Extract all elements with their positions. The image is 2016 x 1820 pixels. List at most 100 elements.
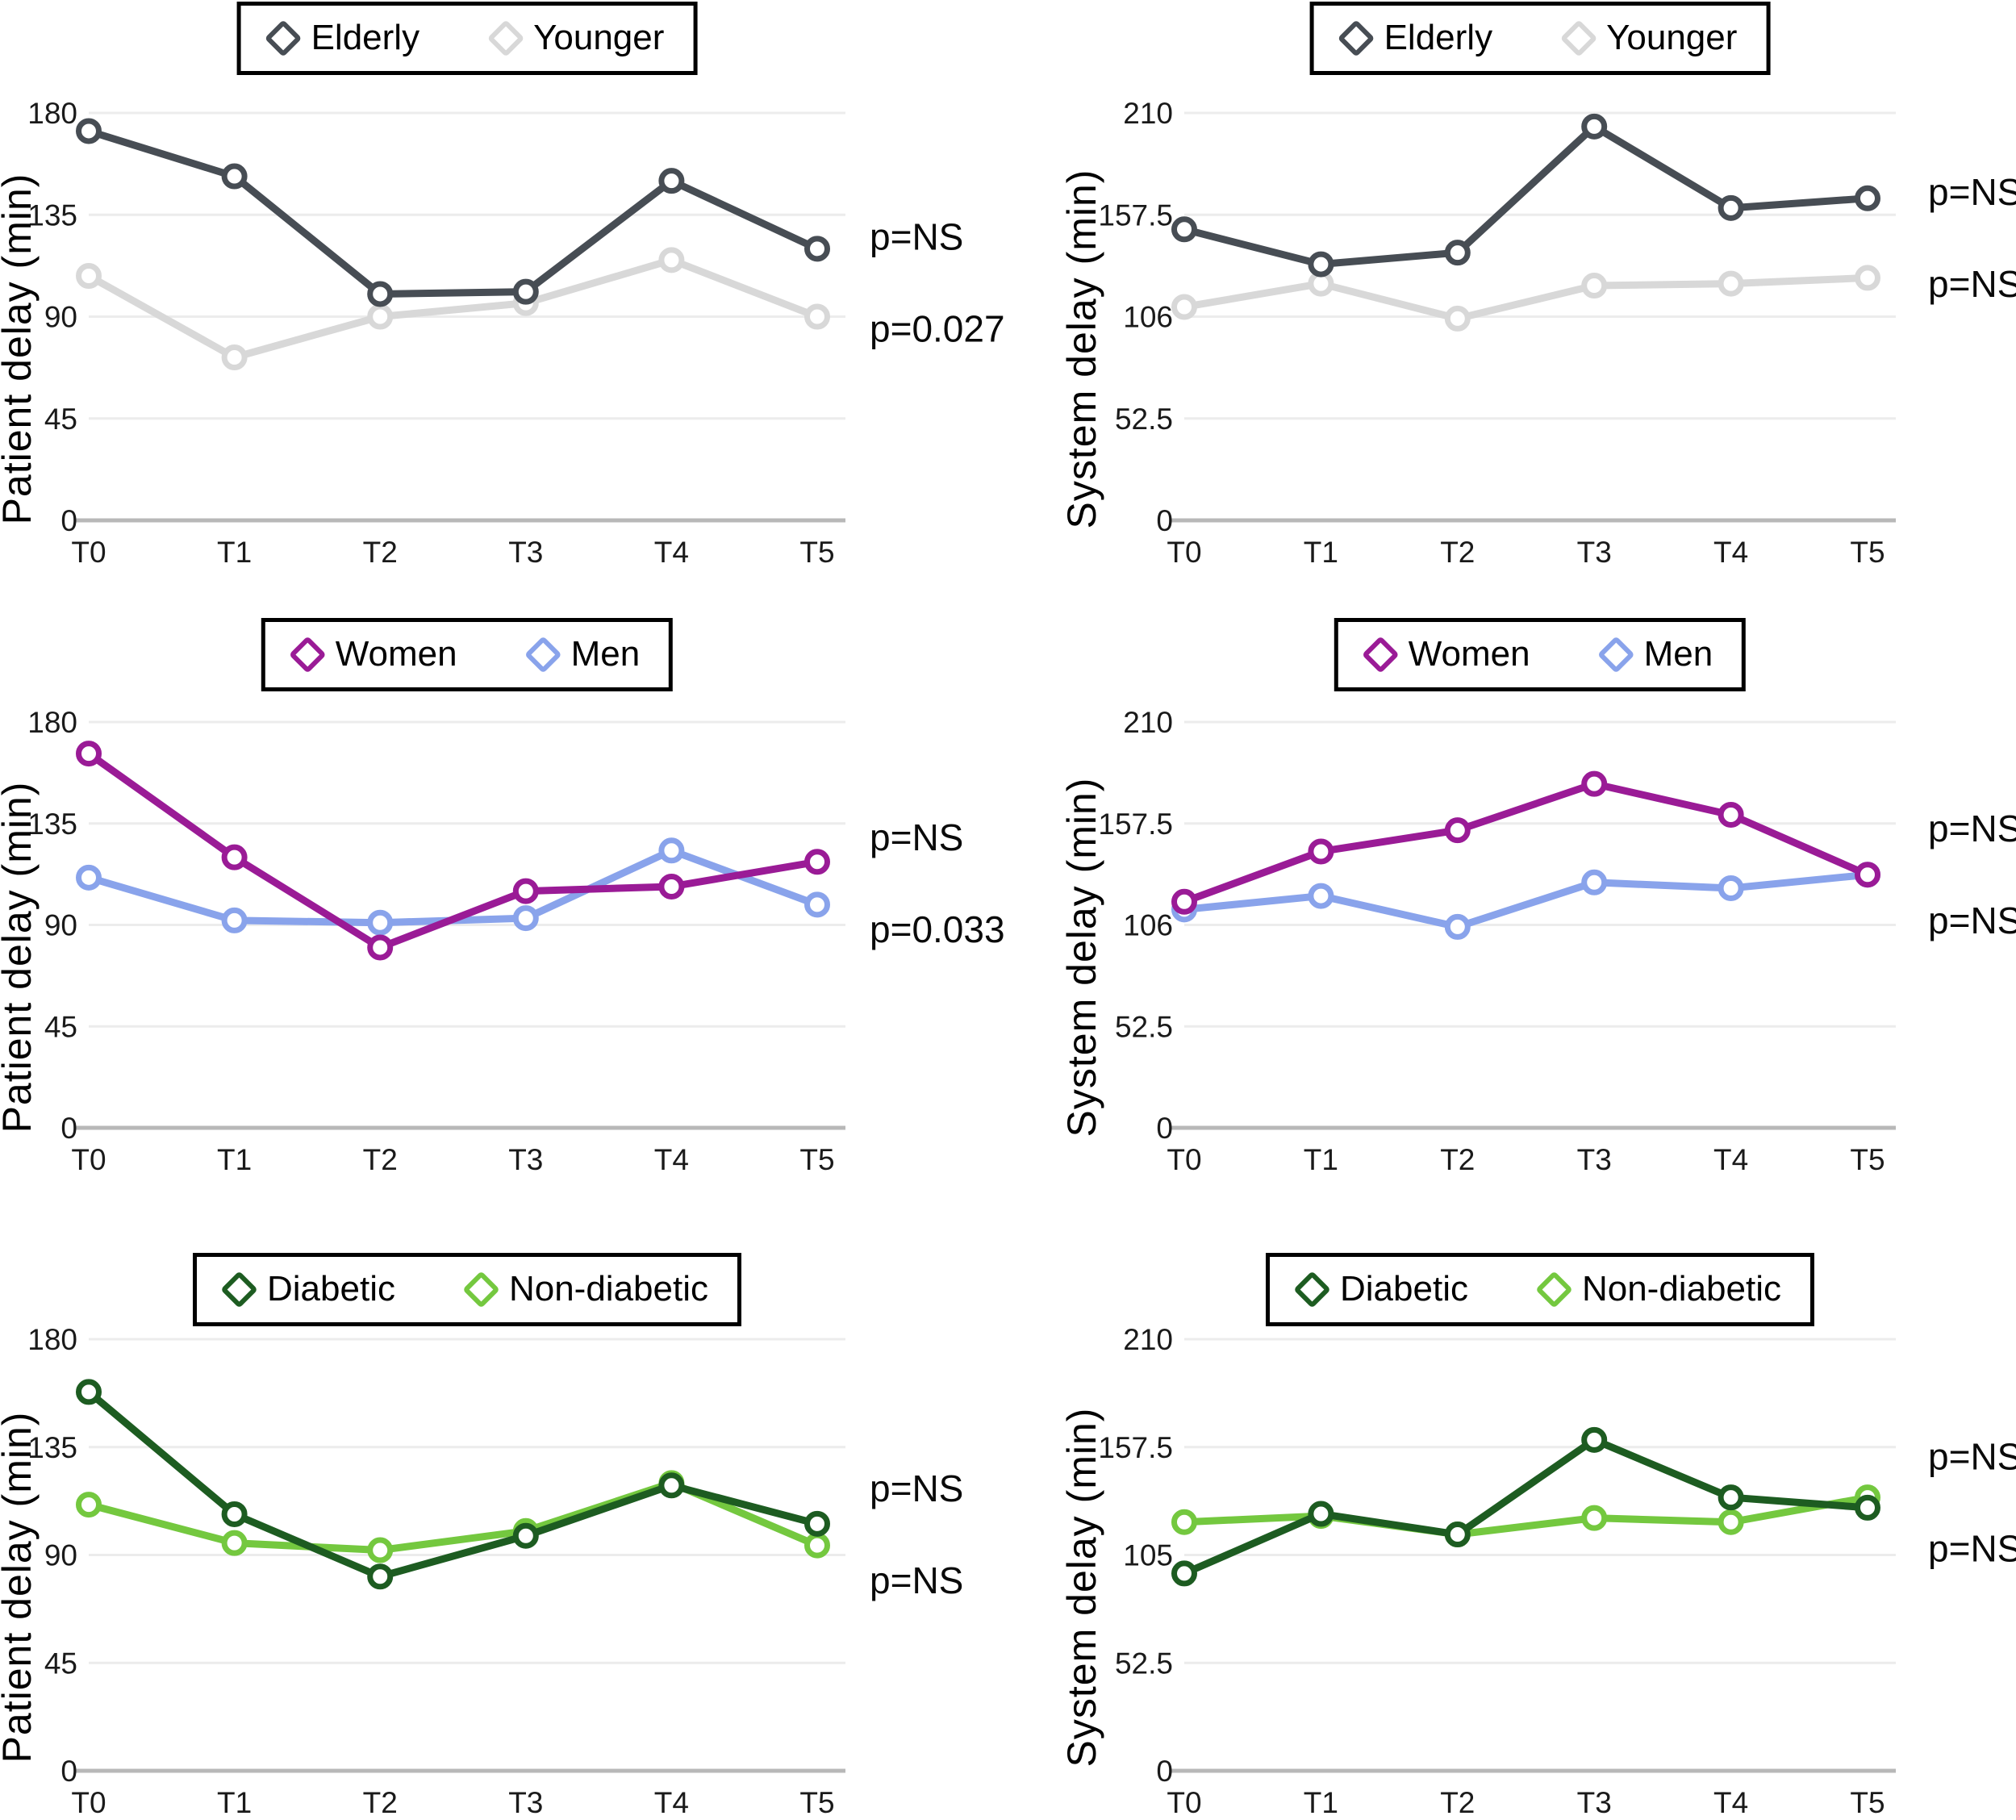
x-tick-label: T4 [654,536,689,569]
data-point-women-T4 [1718,801,1744,828]
series-line-women [85,749,821,951]
panel-system-delay-sex: Women Men 210 157.5 106 52.5 0 T0 T1 T2 T3 T4 T5 Syst… [1008,597,2016,1206]
y-tick-label: 90 [44,1539,77,1572]
data-point-elderly-T4 [658,168,685,194]
p-value-label-younger: p=NS [1928,263,2016,305]
legend-item-elderly: Elderly [1337,17,1492,60]
y-tick-label: 180 [27,1323,77,1356]
p-value-label-elderly: p=NS [870,215,963,257]
series-line-younger [1180,273,1872,323]
data-point-elderly-T4 [1718,194,1744,221]
data-point-women-T0 [76,741,102,767]
series-line-men [1180,870,1872,931]
x-tick-label: T3 [508,1143,543,1176]
y-tick-label: 0 [61,1755,77,1788]
data-point-men-T4 [658,837,685,864]
x-tick-label: T0 [1167,1143,1201,1176]
data-point-elderly-T2 [367,281,394,307]
x-tick-label: T5 [1850,536,1885,569]
y-tick-label: 157.5 [1098,1431,1173,1464]
y-tick-label: 45 [44,1647,77,1680]
legend-patient-delay-diabetes: Diabetic Non-diabetic [193,1253,741,1326]
p-value-label-elderly: p=NS [1928,171,2016,213]
panel-system-delay-age: Elderly Younger 210 157.5 106 52.5 0 T0 T1 T2 T3 T4… [1008,0,2016,597]
x-tick-label: T3 [508,536,543,569]
x-tick-label: T1 [217,536,252,569]
x-tick-label: T2 [363,536,398,569]
data-point-women-T0 [1171,888,1197,915]
data-point-younger-T2 [367,303,394,330]
y-axis-title: System delay (min) [1059,1408,1104,1768]
y-tick-label: 52.5 [1115,1647,1173,1680]
p-value-label-men: p=0.033 [870,908,1005,950]
y-tick-label: 210 [1123,97,1173,130]
p-value-label-men: p=NS [1928,900,2016,941]
x-tick-label: T3 [1577,1143,1612,1176]
data-point-women-T4 [658,873,685,900]
series-line-men [85,846,821,927]
y-tick-label: 210 [1123,706,1173,739]
data-point-non-diabetic-T1 [221,1530,248,1556]
y-tick-label: 105 [1123,1539,1173,1572]
data-point-diabetic-T0 [1171,1560,1197,1587]
y-tick-label: 180 [27,97,77,130]
data-point-younger-T0 [1171,294,1197,320]
data-point-women-T1 [1308,838,1334,865]
series-line-women [1180,780,1872,906]
data-point-diabetic-T5 [804,1510,830,1537]
y-tick-label: 0 [1156,1755,1173,1788]
series-line-diabetic [1180,1436,1872,1577]
legend-diamond-marker-icon [1337,19,1375,57]
x-tick-label: T0 [71,1786,106,1819]
p-value-label-women: p=NS [1928,808,2016,849]
data-point-non-diabetic-T3 [1581,1505,1608,1531]
legend-label: Women [335,634,457,674]
x-tick-label: T5 [799,536,834,569]
x-tick-label: T5 [1850,1143,1885,1176]
series-line-elderly [85,127,821,298]
legend-diamond-marker-icon [486,19,524,57]
data-point-elderly-T2 [1444,240,1471,266]
y-tick-label: 52.5 [1115,1010,1173,1043]
data-point-elderly-T5 [804,236,830,262]
x-tick-label: T5 [799,1786,834,1819]
p-value-label-non-diabetic: p=NS [870,1559,963,1601]
x-tick-label: T4 [654,1143,689,1176]
data-point-women-T5 [804,849,830,875]
data-point-men-T1 [221,907,248,933]
legend-item-elderly: Elderly [264,17,420,60]
y-tick-label: 135 [27,1431,77,1464]
series-line-non-diabetic [1180,1493,1872,1538]
data-point-men-T2 [367,909,394,936]
legend-item-men: Men [1597,633,1713,676]
x-tick-label: T1 [1304,1143,1338,1176]
y-axis-title: Patient delay (min) [0,1412,40,1764]
data-point-elderly-T0 [76,118,102,144]
p-value-label-younger: p=0.027 [870,307,1005,349]
data-point-diabetic-T2 [367,1563,394,1590]
x-tick-label: T0 [71,536,106,569]
x-tick-label: T4 [1713,536,1748,569]
legend-diamond-marker-icon [1535,1271,1573,1309]
legend-patient-delay-sex: Women Men [261,618,674,691]
legend-label: Diabetic [267,1269,395,1309]
y-axis-title: Patient delay (min) [0,782,40,1133]
data-point-elderly-T0 [1171,216,1197,243]
data-point-women-T5 [1855,862,1880,888]
data-point-women-T2 [1444,817,1471,844]
legend-label: Women [1408,634,1530,674]
data-point-women-T3 [512,878,539,904]
chart-patient-delay-age: 180 135 90 45 0T0 T1 T2 T3 T4 T5 Patient delay (mi… [0,97,1005,569]
legend-label: Elderly [311,18,420,57]
y-tick-label: 90 [44,909,77,942]
data-point-diabetic-T5 [1855,1494,1880,1521]
data-point-women-T2 [367,934,394,961]
x-tick-label: T4 [1713,1786,1748,1819]
chart-system-delay-age: 210 157.5 106 52.5 0T0 T1 T2 T3 T4 T5 System delay… [1059,97,2016,569]
x-tick-label: T2 [363,1786,398,1819]
legend-item-non-diabetic: Non-diabetic [462,1268,708,1311]
legend-label: Men [1643,634,1713,674]
y-tick-label: 45 [44,403,77,436]
legend-item-women: Women [288,633,457,676]
x-tick-label: T4 [1713,1143,1748,1176]
